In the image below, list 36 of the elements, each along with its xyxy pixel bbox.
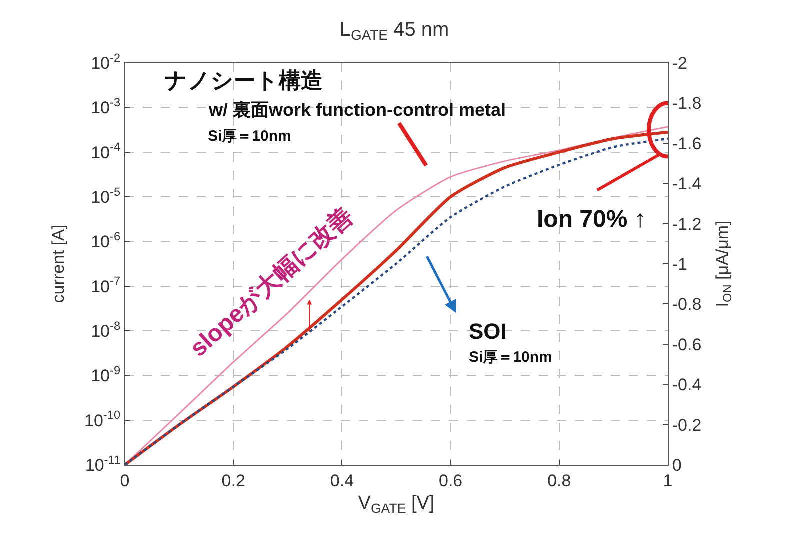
y-tick-label: 10$^{-8}$ (91, 318, 121, 341)
y2-tick-label: -1.4 (672, 174, 702, 194)
y2-tick-label: -0.4 (672, 376, 702, 395)
annotation: Si厚＝10nm (208, 128, 292, 145)
y2-tick-label: -0.2 (672, 416, 702, 435)
annotation: ナノシート構造 (165, 68, 323, 93)
annotation: w/ 裏面work function-control metal (208, 100, 506, 120)
y2-tick-label: -1.8 (672, 94, 702, 114)
y2-tick-label: -0.6 (672, 335, 702, 354)
y-tick-label: 10$^{-11}$ (85, 452, 121, 475)
annotation: SOI (469, 319, 507, 344)
x-axis-title: V$_{GATE}$ [V] (358, 493, 435, 516)
x-tick-label: 0.2 (222, 471, 246, 490)
annotation: Si厚＝10nm (469, 349, 552, 366)
x-tick-label: 0.6 (438, 471, 463, 490)
y2-tick-label: -1.6 (672, 134, 702, 154)
y2-tick-label: -1.2 (672, 214, 702, 234)
y-tick-label: 10$^{-7}$ (91, 274, 121, 296)
y2-tick-label: -2 (672, 54, 688, 73)
y-tick-label: 10$^{-2}$ (91, 50, 121, 73)
y2-tick-label: -0.8 (672, 295, 702, 314)
x-tick-label: 1 (663, 471, 673, 490)
y-tick-label: 10$^{-4}$ (91, 140, 121, 162)
x-tick-label: 0 (120, 471, 130, 490)
y-tick-label: 10$^{-3}$ (91, 95, 121, 118)
y2-tick-label: -1 (672, 254, 688, 274)
y2-tick-label: 0 (672, 456, 682, 475)
annotation: Ion 70% ↑ (537, 206, 646, 233)
y-tick-label: 10$^{-6}$ (91, 229, 121, 252)
x-tick-label: 0.8 (548, 471, 572, 490)
y-tick-label: 10$^{-5}$ (91, 184, 121, 207)
y-tick-label: 10$^{-9}$ (91, 363, 121, 386)
y-axis-title: current [A] (49, 224, 68, 304)
chart-title: L$_{GATE}$ 45 nm (340, 18, 450, 44)
y-tick-label: 10$^{-10}$ (84, 408, 121, 430)
x-tick-label: 0.4 (330, 471, 354, 490)
